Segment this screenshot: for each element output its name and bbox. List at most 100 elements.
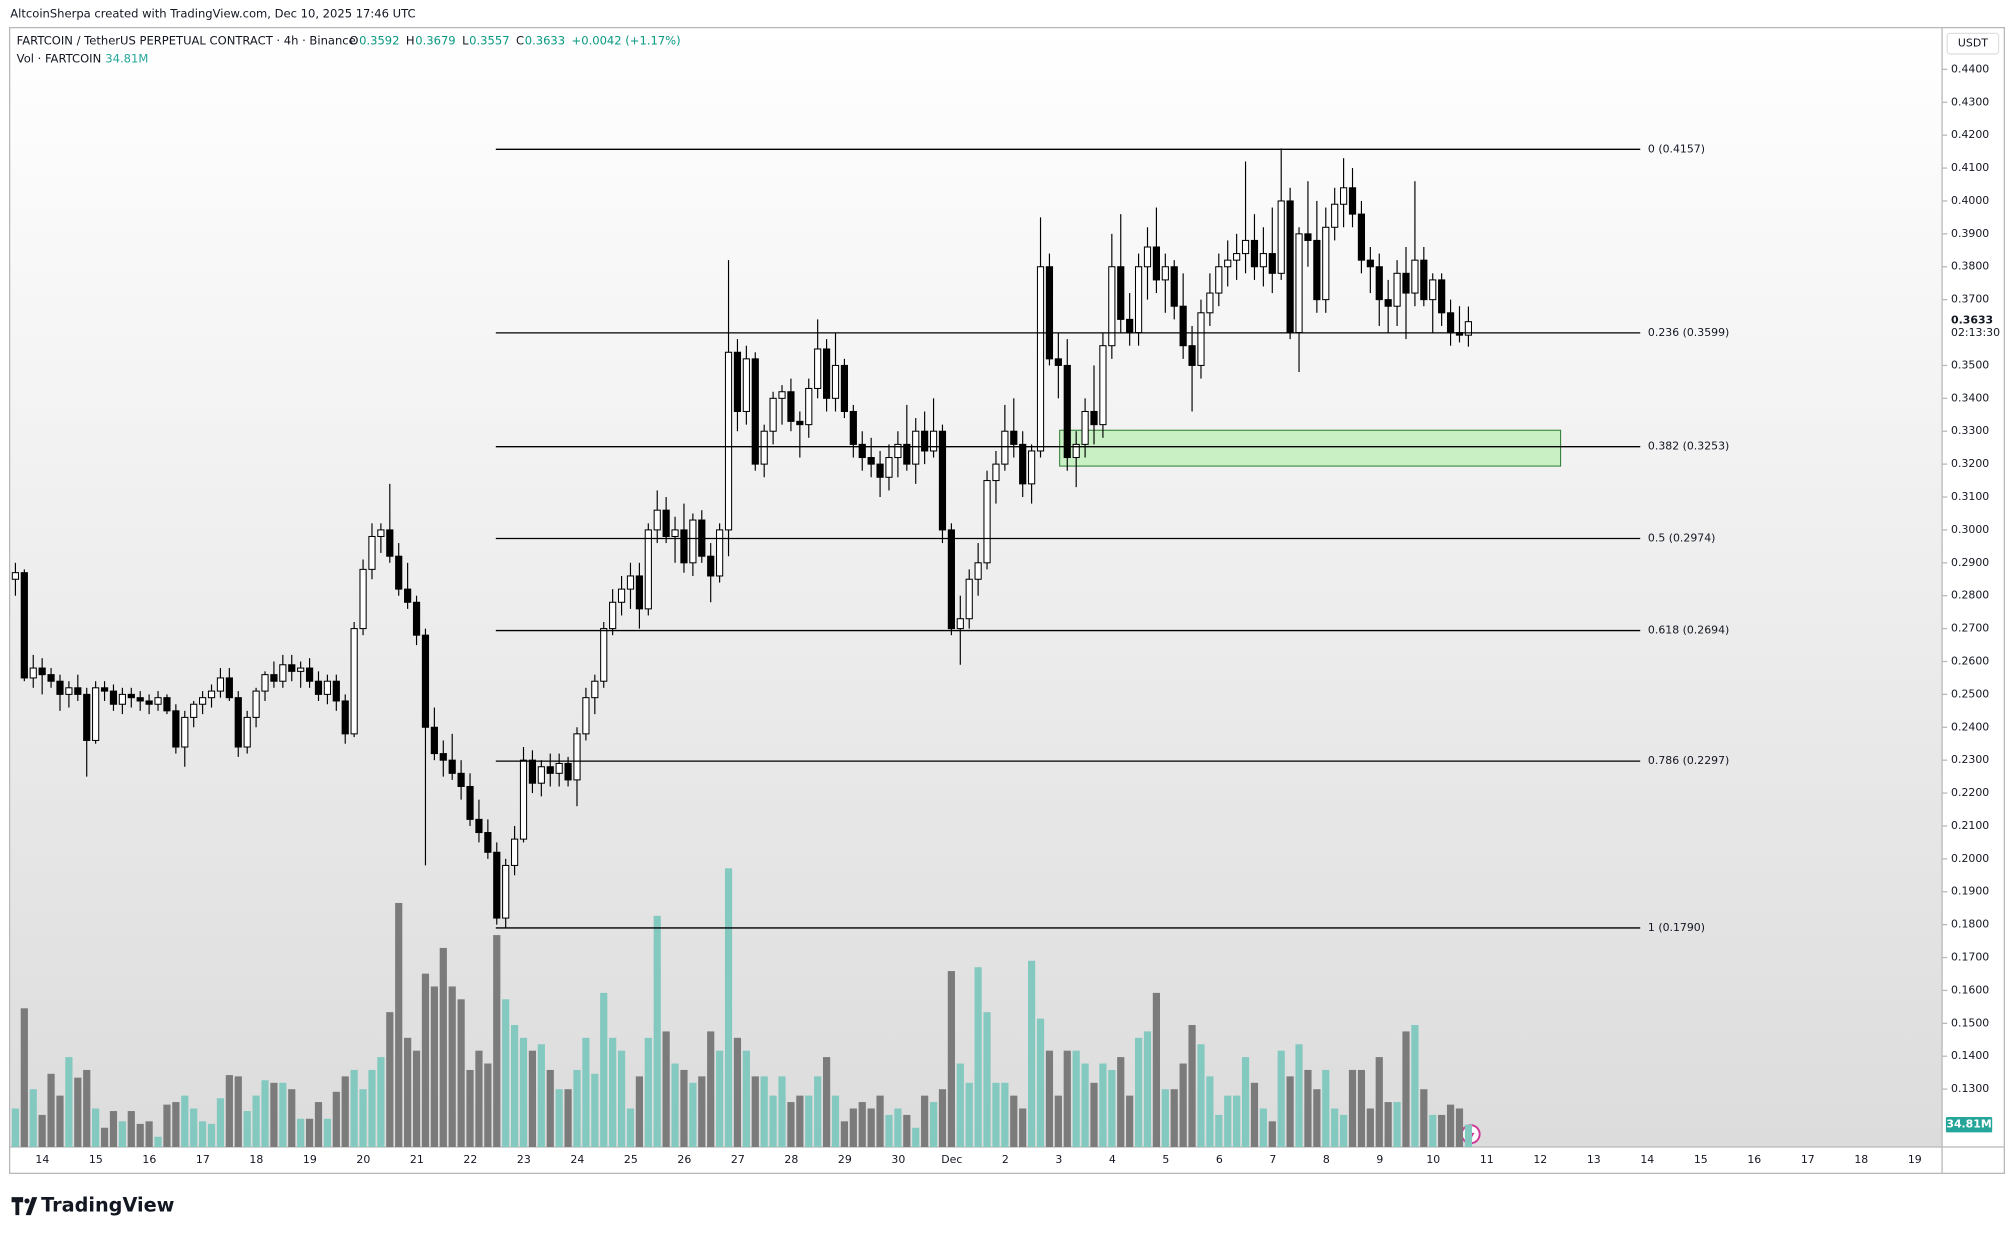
- candle-body: [921, 430, 929, 452]
- y-tick-label: 0.1900: [1951, 885, 1989, 898]
- volume-bar: [885, 1114, 893, 1148]
- volume-bar: [778, 1076, 786, 1148]
- candle-body: [145, 700, 153, 705]
- volume-bar: [20, 1008, 28, 1148]
- volume-bar: [1028, 960, 1036, 1148]
- y-tick-label: 0.3900: [1951, 227, 1989, 240]
- candle-body: [903, 443, 911, 465]
- candle-body: [796, 420, 804, 426]
- candle-body: [1161, 266, 1169, 281]
- volume-bar: [635, 1076, 643, 1148]
- volume-bar: [1375, 1057, 1383, 1148]
- ohlc-value: 0.3679: [415, 34, 455, 48]
- candle-body: [190, 703, 198, 718]
- volume-bar: [475, 1050, 483, 1148]
- candle-body: [1099, 345, 1107, 426]
- volume-bar: [983, 1012, 991, 1148]
- candle-body: [1045, 266, 1054, 360]
- candle-body: [1357, 213, 1366, 261]
- volume-value: 34.81M: [105, 52, 148, 66]
- ohlc-label: L: [462, 34, 469, 48]
- candle-body: [582, 697, 590, 735]
- volume-bar: [466, 1069, 474, 1148]
- volume-bar: [938, 1089, 947, 1148]
- volume-bar: [1446, 1104, 1455, 1148]
- unit-box[interactable]: [1946, 32, 2000, 55]
- volume-bar: [100, 1127, 109, 1148]
- volume-bar: [1313, 1089, 1321, 1148]
- candle-body: [831, 364, 840, 399]
- candle-body: [1001, 430, 1009, 465]
- volume-bar: [154, 1136, 162, 1148]
- volume-tag: [1945, 1116, 1993, 1133]
- candle-body: [546, 766, 554, 774]
- volume-bar: [127, 1111, 135, 1148]
- volume-bar: [1464, 1124, 1472, 1148]
- candle-body: [181, 716, 189, 748]
- volume-bar: [1295, 1044, 1303, 1148]
- y-tick-label: 0.1700: [1951, 951, 1989, 964]
- volume-bar: [1241, 1057, 1250, 1148]
- volume-bar: [1224, 1095, 1232, 1148]
- volume-bar: [457, 999, 465, 1148]
- y-tick-label: 0.2400: [1951, 720, 1989, 733]
- y-tick-label: 0.1500: [1951, 1016, 1989, 1029]
- volume-bar: [1277, 1050, 1285, 1148]
- volume-bar: [216, 1098, 225, 1148]
- volume-bar: [29, 1089, 37, 1148]
- symbol: FARTCOIN / TetherUS PERPETUAL CONTRACT ·…: [17, 34, 356, 48]
- fib-label: 1 (0.1790): [1648, 921, 1705, 934]
- volume-bar: [582, 1037, 590, 1148]
- volume-bar: [671, 1063, 679, 1148]
- volume-bar: [858, 1102, 866, 1148]
- volume-bar: [288, 1089, 296, 1148]
- volume-bar: [1357, 1069, 1366, 1148]
- volume-bar: [92, 1108, 100, 1148]
- candle-body: [555, 762, 563, 774]
- candle-body: [938, 430, 947, 531]
- volume-name: Vol · FARTCOIN: [17, 52, 102, 66]
- candle-body: [1054, 358, 1062, 366]
- volume-bar: [199, 1121, 207, 1148]
- x-tick-label: 30: [891, 1153, 905, 1166]
- candle-body: [65, 687, 73, 695]
- candle-body: [929, 430, 938, 452]
- volume-bar: [1036, 1018, 1045, 1148]
- ohlc-legend: O 0.3592 H 0.3679 L 0.3557 C 0.3633 +0.0042 (+1.…: [349, 34, 680, 48]
- candle-body: [359, 568, 367, 630]
- volume-bar: [555, 1089, 563, 1148]
- candle-body: [56, 680, 64, 695]
- volume-bar: [537, 1044, 545, 1148]
- volume-bar: [1384, 1102, 1392, 1148]
- candle-body: [769, 397, 777, 432]
- x-tick-label: 3: [1055, 1153, 1062, 1166]
- volume-bar: [1143, 1031, 1152, 1148]
- candle-body: [47, 674, 55, 682]
- y-tick-label: 0.2100: [1951, 819, 1989, 832]
- volume-bar: [430, 986, 438, 1148]
- fib-label: 0.618 (0.2694): [1648, 624, 1729, 637]
- x-tick-label: 13: [1587, 1153, 1601, 1166]
- candle-body: [1348, 187, 1357, 215]
- volume-bar: [359, 1089, 367, 1148]
- candle-body: [475, 818, 483, 834]
- volume-bar: [1152, 992, 1161, 1148]
- volume-bar: [448, 986, 456, 1148]
- volume-bar: [1233, 1095, 1241, 1148]
- volume-bar: [279, 1082, 287, 1148]
- ohlc-value: 0.3633: [525, 34, 565, 48]
- y-tick-label: 0.1800: [1951, 918, 1989, 931]
- volume-bar: [760, 1076, 768, 1148]
- volume-bar: [493, 935, 501, 1148]
- volume-bar: [689, 1082, 697, 1148]
- volume-bar: [1117, 1057, 1125, 1148]
- volume-bar: [814, 1076, 822, 1148]
- fib-label: 0.5 (0.2974): [1648, 531, 1715, 544]
- volume-bar: [234, 1076, 242, 1148]
- candle-body: [1250, 239, 1259, 268]
- volume-bar: [1090, 1082, 1098, 1148]
- candle-body: [1215, 266, 1223, 294]
- candle-body: [671, 529, 679, 537]
- x-tick-label: 27: [731, 1153, 745, 1166]
- candle-body: [136, 697, 144, 702]
